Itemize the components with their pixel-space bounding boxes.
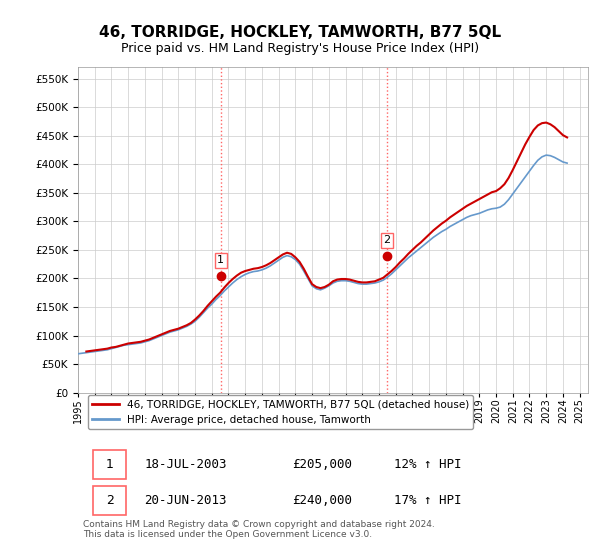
Text: 1: 1 bbox=[106, 458, 113, 471]
Text: 20-JUN-2013: 20-JUN-2013 bbox=[145, 494, 227, 507]
Text: Price paid vs. HM Land Registry's House Price Index (HPI): Price paid vs. HM Land Registry's House … bbox=[121, 42, 479, 55]
FancyBboxPatch shape bbox=[94, 486, 127, 515]
Legend: 46, TORRIDGE, HOCKLEY, TAMWORTH, B77 5QL (detached house), HPI: Average price, d: 46, TORRIDGE, HOCKLEY, TAMWORTH, B77 5QL… bbox=[88, 395, 473, 429]
Text: 17% ↑ HPI: 17% ↑ HPI bbox=[394, 494, 462, 507]
Text: Contains HM Land Registry data © Crown copyright and database right 2024.
This d: Contains HM Land Registry data © Crown c… bbox=[83, 520, 435, 539]
Text: £240,000: £240,000 bbox=[292, 494, 352, 507]
Text: 1: 1 bbox=[217, 255, 224, 265]
FancyBboxPatch shape bbox=[94, 450, 127, 479]
Text: 12% ↑ HPI: 12% ↑ HPI bbox=[394, 458, 462, 471]
Text: 2: 2 bbox=[383, 235, 391, 245]
Text: £205,000: £205,000 bbox=[292, 458, 352, 471]
Text: 18-JUL-2003: 18-JUL-2003 bbox=[145, 458, 227, 471]
Text: 46, TORRIDGE, HOCKLEY, TAMWORTH, B77 5QL: 46, TORRIDGE, HOCKLEY, TAMWORTH, B77 5QL bbox=[99, 25, 501, 40]
Text: 2: 2 bbox=[106, 494, 113, 507]
